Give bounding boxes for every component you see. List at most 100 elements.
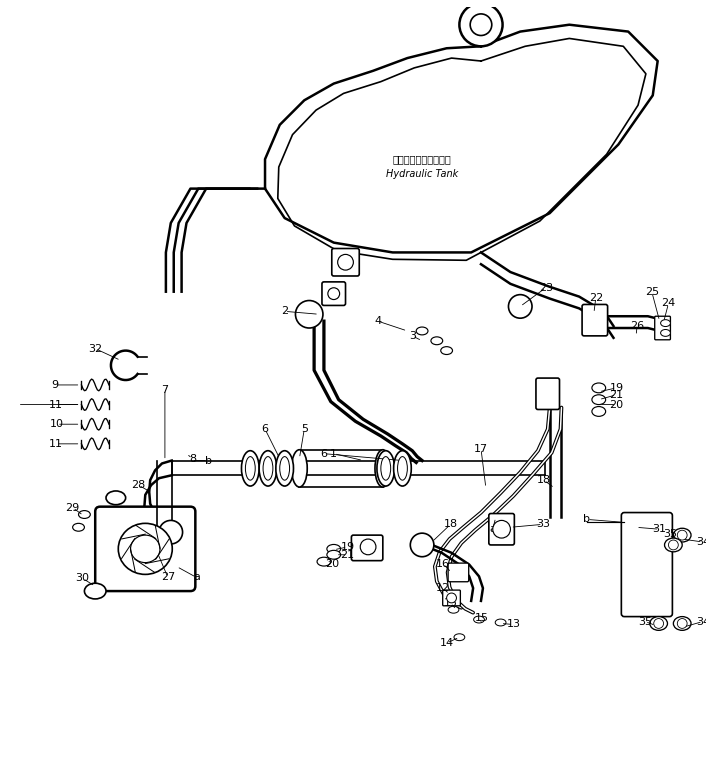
Circle shape [460,3,503,47]
Text: 5: 5 [301,424,308,434]
Text: 25: 25 [645,286,659,296]
Text: 27: 27 [161,572,175,582]
Ellipse shape [495,619,506,626]
Ellipse shape [592,395,606,405]
Ellipse shape [259,451,277,486]
Ellipse shape [327,550,340,559]
FancyBboxPatch shape [95,507,196,591]
Ellipse shape [448,607,459,613]
Ellipse shape [106,491,126,505]
Ellipse shape [674,617,691,630]
Ellipse shape [661,319,671,326]
Circle shape [337,254,354,270]
Circle shape [677,619,687,628]
Text: Hydraulic Tank: Hydraulic Tank [386,169,458,179]
Ellipse shape [650,617,667,630]
Ellipse shape [280,457,289,480]
Text: 21: 21 [609,390,623,400]
FancyBboxPatch shape [448,563,469,581]
Ellipse shape [241,451,259,486]
Ellipse shape [397,457,407,480]
Text: 12: 12 [436,583,450,593]
Circle shape [470,14,492,35]
Text: a: a [193,572,200,582]
Ellipse shape [73,523,85,531]
Text: 6: 6 [261,424,268,434]
FancyBboxPatch shape [654,316,671,340]
Text: b: b [205,455,212,465]
Ellipse shape [317,557,331,566]
Ellipse shape [661,329,671,336]
Circle shape [159,520,183,544]
Text: 16: 16 [436,558,450,568]
Text: 18: 18 [537,475,551,485]
Circle shape [654,619,664,628]
Ellipse shape [327,545,340,553]
Text: 7: 7 [162,385,169,395]
Ellipse shape [276,451,294,486]
Text: 34: 34 [695,537,706,547]
FancyBboxPatch shape [536,378,560,410]
Ellipse shape [674,528,691,542]
FancyBboxPatch shape [621,513,672,617]
Text: 33: 33 [536,520,550,529]
Ellipse shape [381,457,390,480]
Text: 9: 9 [52,380,59,390]
Text: 4: 4 [374,316,381,326]
Ellipse shape [592,406,606,416]
Text: 19: 19 [340,542,354,552]
Ellipse shape [664,538,682,552]
Text: 18: 18 [443,520,457,529]
Text: 19: 19 [609,383,623,393]
Ellipse shape [78,510,90,519]
Ellipse shape [474,616,484,623]
Circle shape [447,593,457,603]
Ellipse shape [375,450,390,487]
Circle shape [669,540,678,550]
Text: 32: 32 [88,344,102,354]
Text: 15: 15 [443,598,457,608]
FancyBboxPatch shape [352,535,383,561]
FancyBboxPatch shape [322,282,345,306]
Text: 3: 3 [409,331,416,341]
Text: 10: 10 [50,419,64,429]
Text: 13: 13 [506,620,520,630]
Circle shape [677,530,687,540]
Ellipse shape [508,295,532,318]
Text: 2: 2 [281,306,288,316]
Ellipse shape [85,583,106,599]
Circle shape [493,520,510,538]
Text: 21: 21 [340,550,354,560]
Text: 1: 1 [330,448,337,458]
Ellipse shape [431,337,443,345]
Text: 8: 8 [189,454,196,464]
Text: 15: 15 [475,613,489,623]
Circle shape [328,288,340,299]
Text: 35: 35 [638,617,652,626]
FancyBboxPatch shape [443,590,460,606]
Text: ハイドロリックタンク: ハイドロリックタンク [393,154,451,164]
FancyBboxPatch shape [489,513,515,545]
Ellipse shape [417,327,428,335]
Ellipse shape [295,300,323,328]
Ellipse shape [263,457,273,480]
Circle shape [360,539,376,555]
Ellipse shape [377,451,395,486]
Text: 26: 26 [630,321,644,331]
Text: 6: 6 [321,448,328,458]
Ellipse shape [410,533,434,557]
Text: 30: 30 [76,573,90,584]
Ellipse shape [292,450,307,487]
Text: 17: 17 [474,444,488,454]
Text: 35: 35 [664,529,678,539]
Ellipse shape [119,523,172,575]
Text: 20: 20 [609,400,623,410]
Ellipse shape [131,535,160,562]
Text: 20: 20 [325,558,339,568]
FancyBboxPatch shape [582,305,608,336]
Ellipse shape [454,634,465,641]
Text: 11: 11 [49,400,63,410]
Text: 29: 29 [66,503,80,513]
Text: a: a [489,524,496,534]
Ellipse shape [246,457,255,480]
